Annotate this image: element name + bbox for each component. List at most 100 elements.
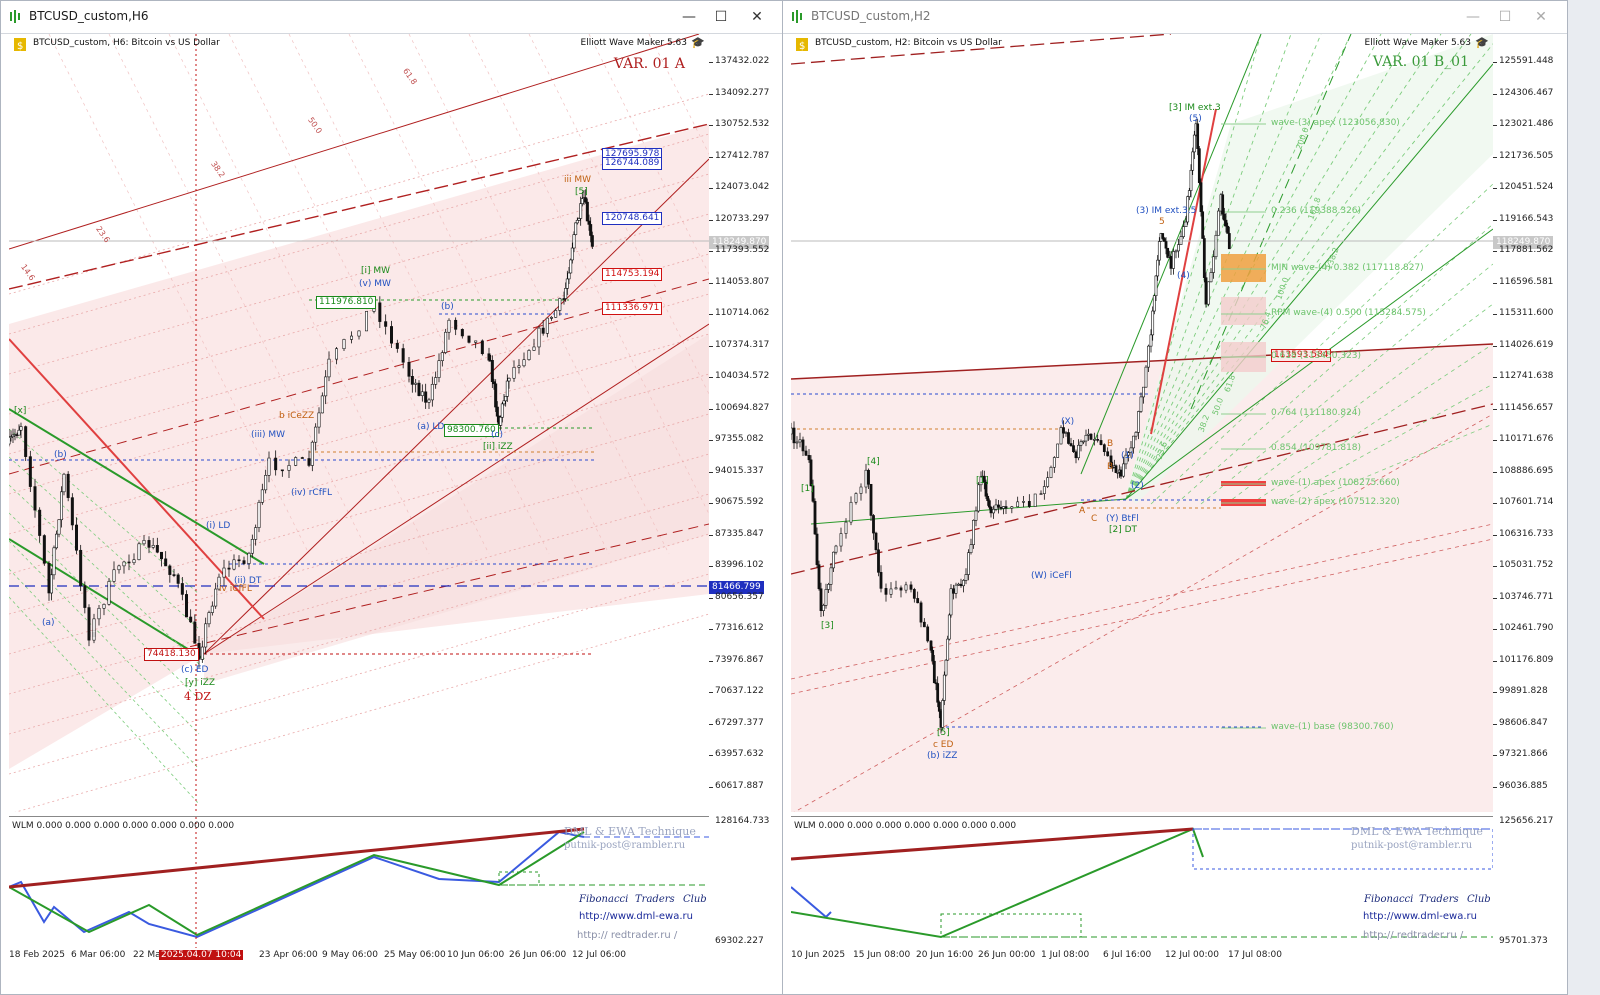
wave-label: 5 [1159, 217, 1165, 227]
price-axis-label: 125591.448 [1499, 56, 1554, 66]
candle-body [310, 441, 314, 466]
candle-body [474, 340, 478, 343]
candle-body [972, 519, 975, 545]
candle-body [1227, 233, 1231, 250]
club-url-link[interactable]: http://www.dml-ewa.ru [579, 911, 693, 922]
time-axis-label: 2025.04.07 10:04 [159, 950, 244, 960]
maximize-button[interactable]: ☐ [714, 9, 728, 25]
candle-body [364, 311, 368, 332]
axis-tick [1493, 93, 1497, 95]
redtrader-url-link[interactable]: http:// redtrader.ru / [1363, 930, 1464, 941]
right-chart-window[interactable]: BTCUSD_custom,H2 — ☐ ✕ $ BTCUSD_custom, … [782, 0, 1568, 995]
candle-body [919, 602, 923, 623]
fib-grid-line [9, 333, 709, 535]
candle-body [1221, 194, 1225, 215]
candle-body [1102, 444, 1106, 453]
club-word-2: Traders [635, 894, 675, 905]
candle-body [504, 396, 508, 402]
maximize-button[interactable]: ☐ [1498, 9, 1512, 25]
candle-body [1069, 443, 1073, 446]
wave-label: [2] DT [1109, 525, 1138, 535]
right-window-title: BTCUSD_custom,H2 [811, 9, 931, 23]
candle-body [267, 457, 271, 476]
left-main-chart[interactable]: $ BTCUSD_custom, H6: Bitcoin vs US Dolla… [9, 34, 770, 812]
wave-label: (b) iZZ [927, 751, 958, 761]
candle-body [1039, 493, 1043, 495]
candle-body [334, 348, 338, 360]
price-axis-label: 124073.042 [715, 182, 770, 192]
left-price-axis[interactable]: 137432.022 134092.277 130752.532 127412.787… [709, 34, 779, 812]
right-main-chart[interactable]: $ BTCUSD_custom, H2: Bitcoin vs US Dolla… [791, 34, 1554, 812]
candle-body [217, 576, 221, 590]
axis-tick [1493, 534, 1497, 536]
candle-body [274, 457, 278, 471]
fib-grid-line [14, 613, 709, 812]
axis-tick [1493, 219, 1497, 221]
candle-body [999, 506, 1003, 509]
candle-body [122, 561, 126, 567]
fib-grid-label: 100.0 [1274, 276, 1291, 301]
wave-label: (v) MW [359, 279, 391, 289]
price-axis-label: 107374.317 [715, 339, 770, 350]
right-window-titlebar[interactable]: BTCUSD_custom,H2 — ☐ ✕ [783, 1, 1567, 34]
candle-body [964, 574, 968, 581]
candle-body [260, 489, 264, 503]
fib-grid-line [9, 493, 709, 695]
candle-body [467, 335, 471, 343]
right-price-axis[interactable]: 125591.448 124306.467 123021.486 121736.505… [1493, 34, 1563, 812]
close-button[interactable]: ✕ [751, 9, 763, 25]
green-fan-line [1125, 34, 1262, 500]
candle-body [9, 436, 13, 438]
axis-tick [1493, 188, 1497, 189]
close-button[interactable]: ✕ [1535, 9, 1547, 25]
fib-grid-line [9, 373, 709, 575]
green-fib-line [9, 456, 200, 630]
indicator-axis-top: 128164.733 [715, 816, 770, 826]
green-fan-line [1300, 423, 1493, 505]
candle-body [117, 565, 121, 571]
redtrader-url-link[interactable]: http:// redtrader.ru / [577, 930, 678, 941]
candle-body [57, 519, 61, 535]
candle-body [798, 439, 802, 443]
left-window-titlebar[interactable]: BTCUSD_custom,H6 — ☐ ✕ [1, 1, 783, 34]
wave-label: iii MW [564, 175, 592, 185]
candle-body [254, 527, 258, 540]
axis-tick [709, 503, 713, 504]
wave-label: [1] [976, 476, 989, 486]
candle-body [1092, 439, 1096, 441]
club-url-link[interactable]: http://www.dml-ewa.ru [1363, 911, 1477, 922]
fib-cross-line [48, 34, 310, 555]
candle-body [1186, 196, 1190, 223]
candle-body [1172, 251, 1175, 269]
time-axis-label: 10 Jun 06:00 [447, 950, 505, 960]
chart-symbol-icon: $ [796, 38, 808, 51]
candle-body [1137, 411, 1140, 433]
axis-tick [709, 534, 713, 536]
right-time-axis[interactable]: 10 Jun 2025 15 Jun 08:00 20 Jun 16:00 26 Ju… [791, 947, 1493, 967]
candle-body [378, 302, 382, 322]
candle-body [1207, 281, 1210, 305]
candle-body [444, 331, 448, 353]
candle-body [342, 339, 346, 350]
price-axis-label: 117393.552 [715, 245, 770, 255]
candle-body [1116, 471, 1120, 474]
minimize-button[interactable]: — [1466, 9, 1480, 25]
candle-body [819, 588, 823, 611]
candle-body [844, 521, 848, 534]
axis-tick [709, 786, 713, 788]
left-chart-window[interactable]: BTCUSD_custom,H6 — ☐ ✕ $ BTCUSD_custom, … [0, 0, 784, 995]
candle-body [237, 559, 241, 562]
price-axis-label: 107601.714 [1499, 497, 1554, 507]
candle-body [795, 441, 799, 444]
fib-cross-line [228, 34, 490, 555]
candle-body [164, 558, 168, 567]
fib-cross-line [468, 34, 709, 515]
hat-icon[interactable]: 🎓 [691, 36, 705, 49]
hat-icon[interactable]: 🎓 [1475, 36, 1489, 49]
left-indicator-pane[interactable]: WLM 0.000 0.000 0.000 0.000 0.000 0.000 … [9, 816, 709, 948]
left-time-axis[interactable]: 18 Feb 2025 6 Mar 06:00 22 Ma 2025.04.07 10… [9, 947, 709, 967]
minimize-button[interactable]: — [682, 9, 696, 25]
right-indicator-pane[interactable]: WLM 0.000 0.000 0.000 0.000 0.000 0.000 … [791, 816, 1493, 948]
wave-label: [3] [821, 621, 834, 631]
indicator-name: Elliott Wave Maker 5.63 [580, 38, 687, 48]
